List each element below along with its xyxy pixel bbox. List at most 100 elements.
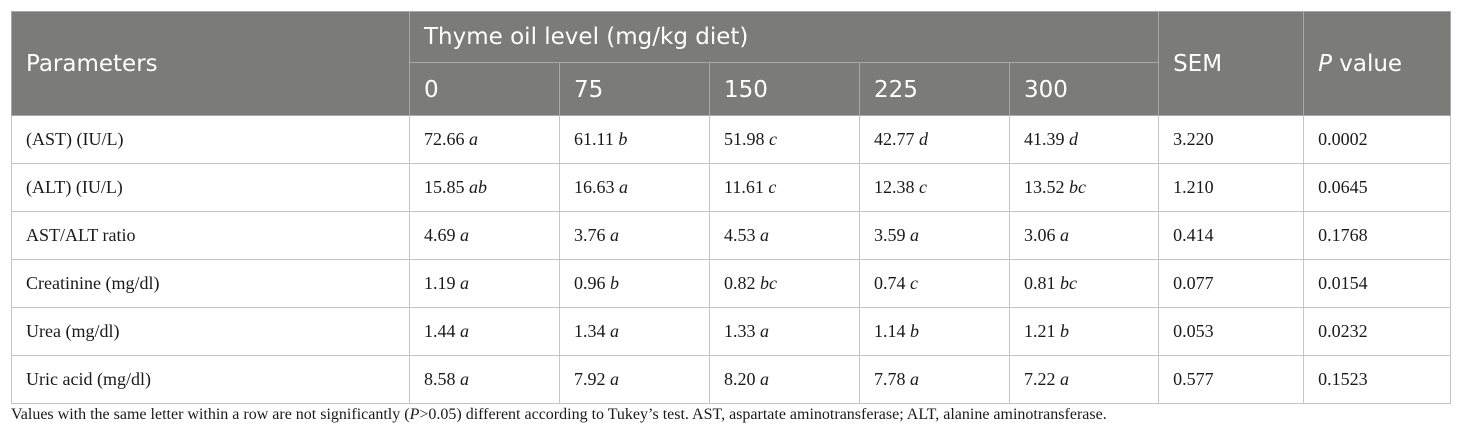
significance-letter: a — [760, 321, 769, 341]
significance-letter: d — [919, 129, 928, 149]
value-cell: 8.58 a — [409, 355, 560, 404]
mean-value: 11.61 — [724, 177, 764, 197]
mean-value: 15.85 — [424, 177, 465, 197]
mean-value: 8.20 — [724, 369, 756, 389]
value-cell: 1.14 b — [859, 307, 1010, 356]
value-cell: 7.78 a — [859, 355, 1010, 404]
p-value-cell: 0.0154 — [1303, 259, 1452, 308]
mean-value: 61.11 — [574, 129, 614, 149]
value-cell: 3.06 a — [1008, 211, 1160, 260]
p-value-cell: 0.0002 — [1303, 115, 1452, 164]
table-footnote: Values with the same letter within a row… — [11, 406, 1107, 424]
table-row: Uric acid (mg/dl) 8.58 a 7.92 a 8.20 a 7.78 … — [11, 355, 1452, 404]
header-level: 225 — [859, 62, 1010, 116]
p-value-cell: 0.0232 — [1303, 307, 1452, 356]
table-row: AST/ALT ratio 4.69 a 3.76 a 4.53 a 3.59 a 3.0… — [11, 211, 1452, 260]
header-p-value: P value — [1303, 11, 1452, 116]
significance-letter: c — [769, 129, 777, 149]
significance-letter: a — [460, 225, 469, 245]
value-cell: 7.92 a — [559, 355, 710, 404]
mean-value: 0.74 — [874, 273, 906, 293]
value-cell: 1.19 a — [409, 259, 560, 308]
significance-letter: a — [610, 369, 619, 389]
value-cell: 7.22 a — [1008, 355, 1160, 404]
parameter-cell: (AST) (IU/L) — [11, 115, 410, 164]
value-cell: 42.77 d — [859, 115, 1010, 164]
p-value-cell: 0.0645 — [1303, 163, 1452, 212]
header-p-italic: P — [1318, 50, 1332, 77]
mean-value: 51.98 — [724, 129, 765, 149]
mean-value: 72.66 — [424, 129, 465, 149]
mean-value: 3.76 — [574, 225, 606, 245]
significance-letter: c — [910, 273, 918, 293]
significance-letter: ab — [469, 177, 487, 197]
header-level: 150 — [709, 62, 860, 116]
table-row: (AST) (IU/L) 72.66 a 61.11 b 51.98 c 42.77 d… — [11, 115, 1452, 164]
significance-letter: a — [1060, 369, 1069, 389]
mean-value: 4.69 — [424, 225, 456, 245]
parameter-cell: Urea (mg/dl) — [11, 307, 410, 356]
mean-value: 42.77 — [874, 129, 915, 149]
significance-letter: b — [1060, 321, 1069, 341]
sem-cell: 0.414 — [1158, 211, 1305, 260]
significance-letter: d — [1069, 129, 1078, 149]
significance-letter: c — [768, 177, 777, 197]
mean-value: 4.53 — [724, 225, 756, 245]
header-level: 300 — [1008, 62, 1160, 116]
parameter-cell: AST/ALT ratio — [11, 211, 410, 260]
significance-letter: c — [919, 177, 927, 197]
value-cell: 13.52 bc — [1008, 163, 1160, 212]
table-row: Creatinine (mg/dl) 1.19 a 0.96 b 0.82 bc 0.7… — [11, 259, 1452, 308]
significance-letter: a — [1060, 225, 1069, 245]
header-parameters: Parameters — [11, 11, 410, 116]
parameter-cell: (ALT) (IU/L) — [11, 163, 410, 212]
significance-letter: a — [619, 177, 628, 197]
value-cell: 3.76 a — [559, 211, 710, 260]
mean-value: 0.96 — [574, 273, 606, 293]
sem-cell: 1.210 — [1158, 163, 1305, 212]
parameter-cell: Uric acid (mg/dl) — [11, 355, 410, 404]
mean-value: 12.38 — [874, 177, 915, 197]
mean-value: 7.78 — [874, 369, 906, 389]
mean-value: 3.59 — [874, 225, 906, 245]
mean-value: 0.82 — [724, 273, 756, 293]
mean-value: 3.06 — [1024, 225, 1056, 245]
mean-value: 1.14 — [874, 321, 906, 341]
value-cell: 61.11 b — [559, 115, 710, 164]
significance-letter: a — [760, 369, 769, 389]
significance-letter: a — [460, 273, 469, 293]
significance-letter: bc — [760, 273, 777, 293]
value-cell: 3.59 a — [859, 211, 1010, 260]
value-cell: 51.98 c — [709, 115, 860, 164]
significance-letter: a — [460, 369, 469, 389]
footnote-text-end: >0.05) different according to Tukey’s te… — [419, 406, 1107, 423]
significance-letter: bc — [1069, 177, 1086, 197]
p-value-cell: 0.1768 — [1303, 211, 1452, 260]
significance-letter: b — [910, 321, 919, 341]
sem-cell: 0.077 — [1158, 259, 1305, 308]
mean-value: 1.19 — [424, 273, 456, 293]
mean-value: 7.92 — [574, 369, 606, 389]
value-cell: 4.69 a — [409, 211, 560, 260]
mean-value: 13.52 — [1024, 177, 1065, 197]
value-cell: 0.81 bc — [1008, 259, 1160, 308]
value-cell: 8.20 a — [709, 355, 860, 404]
value-cell: 0.74 c — [859, 259, 1010, 308]
parameter-cell: Creatinine (mg/dl) — [11, 259, 410, 308]
significance-letter: a — [910, 369, 919, 389]
value-cell: 16.63 a — [559, 163, 710, 212]
significance-letter: a — [760, 225, 769, 245]
mean-value: 1.34 — [574, 321, 606, 341]
value-cell: 4.53 a — [709, 211, 860, 260]
value-cell: 12.38 c — [859, 163, 1010, 212]
p-value-cell: 0.1523 — [1303, 355, 1452, 404]
significance-letter: b — [610, 273, 619, 293]
value-cell: 41.39 d — [1008, 115, 1160, 164]
significance-letter: a — [610, 225, 619, 245]
table-row: Urea (mg/dl) 1.44 a 1.34 a 1.33 a 1.14 b 1.21… — [11, 307, 1452, 356]
significance-letter: a — [460, 321, 469, 341]
value-cell: 1.44 a — [409, 307, 560, 356]
footnote-text-start: Values with the same letter within a row… — [11, 406, 410, 423]
footnote-p-italic: P — [409, 406, 420, 423]
significance-letter: a — [910, 225, 919, 245]
